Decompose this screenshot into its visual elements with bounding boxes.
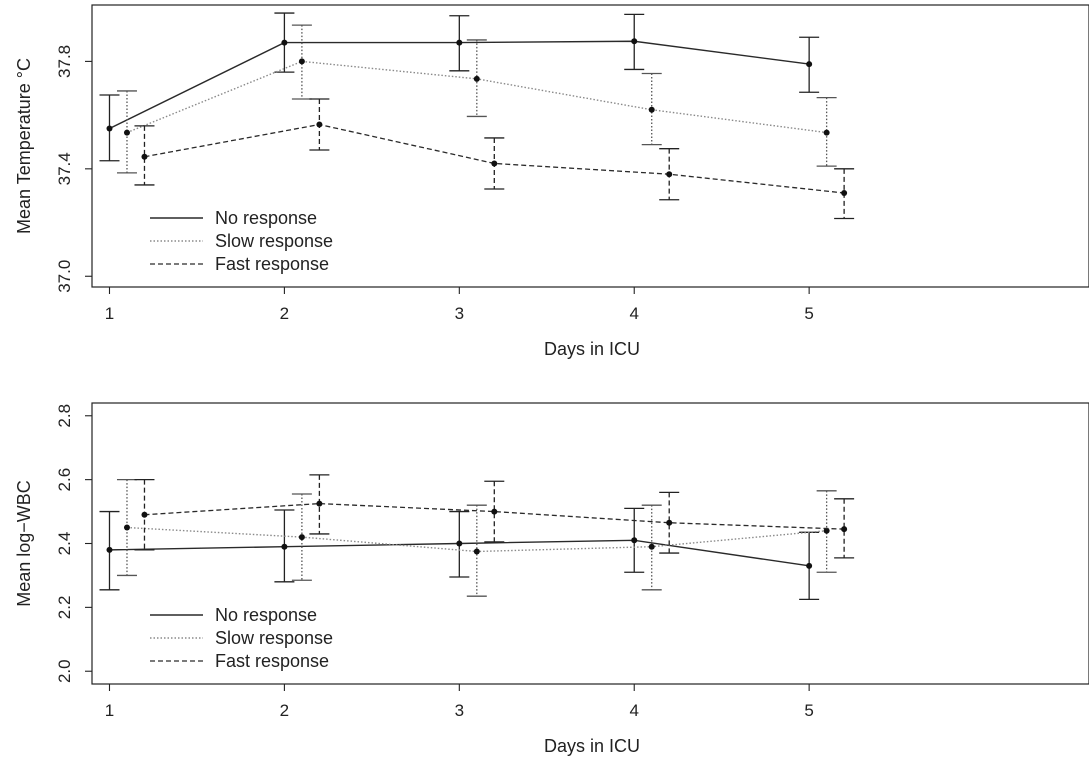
data-point <box>298 534 305 541</box>
data-point <box>648 106 655 113</box>
x-axis-label: Days in ICU <box>544 736 640 756</box>
series-slow-response <box>116 24 837 174</box>
legend-label: Fast response <box>215 651 329 671</box>
x-tick-label: 2 <box>280 701 289 720</box>
y-tick-label: 37.8 <box>55 45 74 78</box>
series-no-response <box>99 507 820 601</box>
x-tick-label: 4 <box>629 304 638 323</box>
data-point <box>281 543 288 550</box>
data-point <box>806 61 813 68</box>
x-tick-label: 1 <box>105 304 114 323</box>
legend: No response Slow response Fast response <box>150 208 333 274</box>
x-tick-label: 3 <box>455 701 464 720</box>
x-tick-label: 5 <box>804 701 813 720</box>
legend-label: Slow response <box>215 628 333 648</box>
series-fast-response <box>134 474 855 559</box>
data-point <box>631 38 638 45</box>
y-axis-label: Mean Temperature °C <box>14 58 34 234</box>
series-slow-response <box>116 478 837 597</box>
y-tick-label: 2.6 <box>55 468 74 492</box>
x-tick-label: 5 <box>804 304 813 323</box>
data-point <box>806 562 813 569</box>
series-line <box>144 502 845 530</box>
plot-frame <box>91 4 1089 288</box>
data-point <box>456 39 463 46</box>
data-point <box>473 548 480 555</box>
data-point <box>141 153 148 160</box>
data-point <box>841 526 848 533</box>
x-axis-label: Days in ICU <box>544 339 640 359</box>
y-tick-label: 37.4 <box>55 152 74 185</box>
x-tick-label: 3 <box>455 304 464 323</box>
log-wbc-panel: 1 2 3 4 5 Days in ICU 2.0 2.2 2.4 2.6 2.8 Mean log−… <box>14 402 1089 756</box>
series-no-response <box>99 12 820 162</box>
data-point <box>298 58 305 65</box>
data-point <box>123 524 130 531</box>
y-axis-label: Mean log−WBC <box>14 480 34 607</box>
data-point <box>666 171 673 178</box>
y-tick-label: 37.0 <box>55 260 74 293</box>
data-point <box>316 500 323 507</box>
legend-label: No response <box>215 208 317 228</box>
data-point <box>141 511 148 518</box>
data-point <box>491 508 498 515</box>
data-point <box>841 190 848 196</box>
data-point <box>456 540 463 547</box>
legend-label: No response <box>215 605 317 625</box>
data-point <box>631 537 638 544</box>
x-tick-label: 2 <box>280 304 289 323</box>
data-point <box>666 519 673 526</box>
data-point <box>473 75 480 82</box>
data-point <box>281 39 288 46</box>
data-point <box>491 160 498 167</box>
legend-label: Slow response <box>215 231 333 251</box>
data-point <box>823 129 830 136</box>
legend: No response Slow response Fast response <box>150 605 333 671</box>
series-fast-response <box>134 98 855 220</box>
y-tick-label: 2.8 <box>55 404 74 428</box>
data-point <box>123 129 130 136</box>
x-tick-label: 4 <box>629 701 638 720</box>
temperature-panel: 1 2 3 4 5 Days in ICU 37.0 37.4 37.8 Mean Tempera… <box>14 4 1089 359</box>
data-point <box>106 546 113 553</box>
data-point <box>648 543 655 550</box>
y-tick-label: 2.2 <box>55 596 74 620</box>
x-tick-label: 1 <box>105 701 114 720</box>
y-tick-label: 2.4 <box>55 532 74 556</box>
y-tick-label: 2.0 <box>55 659 74 683</box>
legend-label: Fast response <box>215 254 329 274</box>
data-point <box>316 121 323 128</box>
data-point <box>823 527 830 534</box>
data-point <box>106 125 113 132</box>
